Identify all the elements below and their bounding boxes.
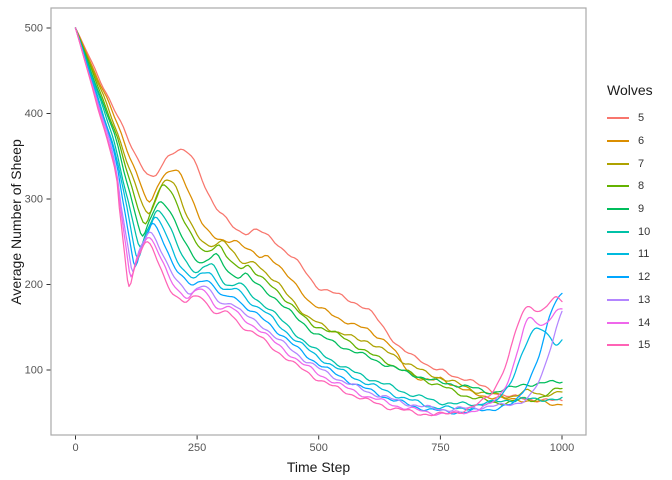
legend-title: Wolves [607,82,653,98]
legend-key-line [607,253,629,256]
y-axis-title: Average Number of Sheep [8,139,24,305]
series-line-10 [74,27,563,407]
x-tick-label: 500 [310,442,328,454]
x-tick-label: 750 [431,442,449,454]
x-tick-label: 250 [188,442,206,454]
legend-label: 14 [638,316,651,329]
legend-entry-12: 12 [602,266,653,289]
series-lines [74,27,563,417]
legend-label: 8 [638,180,645,193]
y-tick-label: 200 [25,279,43,291]
legend-label: 7 [638,157,645,170]
legend-key-line [607,321,629,324]
legend-key-line [607,162,629,165]
legend-entry-9: 9 [602,198,653,221]
legend-key-line [607,230,629,233]
legend-label: 9 [638,203,645,216]
x-tick-label: 1000 [550,442,574,454]
legend-label: 15 [638,339,651,352]
series-line-13 [74,27,563,413]
legend-label: 12 [638,271,651,284]
panel-border [50,7,587,436]
legend-key-line [607,208,629,211]
series-line-9 [74,27,563,395]
series-line-14 [74,27,563,416]
legend-label: 5 [638,112,645,125]
legend-label: 6 [638,135,645,148]
legend-label: 11 [638,248,650,261]
legend-entry-11: 11 [602,243,653,266]
axis-ticks: 0 250 500 750 1000 100 200 300 400 500 [25,23,575,455]
legend-entry-15: 15 [602,334,653,357]
legend-key-line [607,185,629,188]
legend-entries: 5 6 7 8 9 10 11 12 13 14 15 [602,107,653,357]
series-line-8 [74,27,563,406]
legend-key-line [607,117,629,120]
legend-key-line [607,344,629,347]
series-line-5 [74,27,563,403]
legend-entry-14: 14 [602,311,653,334]
legend-key-line [607,298,629,301]
series-line-12 [74,27,563,415]
series-line-6 [74,27,563,407]
legend-entry-7: 7 [602,152,653,175]
series-line-11 [74,27,563,411]
legend-key-line [607,276,629,279]
series-line-15 [74,27,563,417]
legend-entry-10: 10 [602,220,653,243]
y-tick-label: 300 [25,194,43,206]
legend-label: 13 [638,293,651,306]
legend-key-line [607,140,629,143]
legend-entry-5: 5 [602,107,653,130]
legend-entry-8: 8 [602,175,653,198]
legend: Wolves 5 6 7 8 9 10 11 12 13 14 15 [602,82,653,357]
legend-label: 10 [638,225,651,238]
y-tick-label: 400 [25,108,43,120]
legend-entry-13: 13 [602,289,653,312]
y-tick-label: 100 [25,365,43,377]
legend-entry-6: 6 [602,130,653,153]
x-tick-label: 0 [72,442,78,454]
x-axis-title: Time Step [286,459,351,475]
series-line-7 [74,27,563,399]
y-tick-label: 500 [25,23,43,35]
